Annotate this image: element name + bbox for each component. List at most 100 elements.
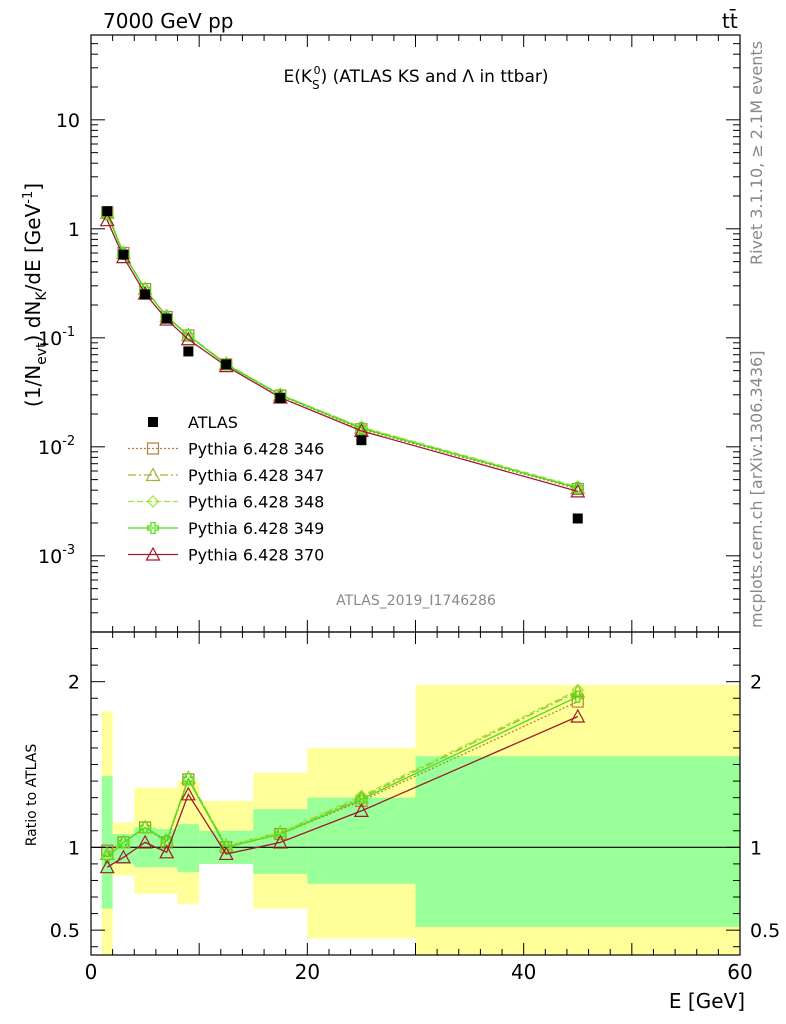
legend-label-3: Pythia 6.428 349 bbox=[188, 519, 324, 538]
stat-uncertainty-band bbox=[307, 797, 416, 884]
ratio-axes bbox=[90, 631, 741, 956]
mcplots-label: mcplots.cern.ch [arXiv:1306.3436] bbox=[747, 351, 766, 628]
y-tick-label: 10-2 bbox=[38, 434, 75, 459]
data-point bbox=[356, 435, 367, 446]
series-line-1 bbox=[106, 212, 578, 489]
ratio-marker-4 bbox=[272, 834, 288, 849]
series-line-0 bbox=[106, 211, 578, 490]
ratio-y-tick-label: 0.5 bbox=[50, 920, 80, 942]
stat-uncertainty-band bbox=[253, 809, 308, 874]
data-point bbox=[140, 289, 151, 300]
legend-label-atlas: ATLAS bbox=[188, 413, 238, 432]
ratio-marker-3 bbox=[117, 836, 130, 849]
title-sub: S bbox=[312, 78, 320, 92]
stat-uncertainty-band bbox=[177, 824, 200, 873]
series-marker-4 bbox=[570, 483, 586, 498]
ratio-marker-3 bbox=[355, 793, 368, 806]
legend-marker-0 bbox=[146, 442, 160, 455]
legend-label-0: Pythia 6.428 346 bbox=[188, 440, 324, 459]
y-tick-base: 10 bbox=[38, 328, 62, 350]
legend-label-4: Pythia 6.428 370 bbox=[188, 546, 324, 565]
ylabel-part-f: -1 bbox=[21, 191, 36, 204]
ratio-marker-4 bbox=[353, 803, 369, 817]
data-point bbox=[118, 249, 129, 260]
legend: ATLAS Pythia 6.428 346 Pythia 6.428 347 Pyt… bbox=[128, 413, 324, 565]
legend-marker-atlas bbox=[148, 417, 158, 427]
series-marker-2 bbox=[571, 480, 585, 494]
series-line-2 bbox=[106, 213, 578, 488]
ratio-marker-4 bbox=[180, 786, 196, 801]
y-tick-exp: -3 bbox=[62, 543, 75, 558]
legend-marker-3 bbox=[146, 521, 160, 535]
ratio-y-tick-label-right: 2 bbox=[750, 672, 762, 694]
analysis-label: ATLAS_2019_I1746286 bbox=[336, 593, 496, 609]
ratio-y-axis-label: Ratio to ATLAS bbox=[24, 744, 40, 847]
series-marker-3 bbox=[571, 481, 584, 494]
ratio-line-3 bbox=[106, 696, 579, 858]
ratio-marker-2 bbox=[571, 683, 585, 697]
ratio-marker-4 bbox=[159, 844, 175, 859]
legend-marker-1 bbox=[145, 467, 161, 482]
ratio-series bbox=[99, 683, 586, 874]
legend-marker-4 bbox=[145, 546, 161, 561]
stat-uncertainty-band bbox=[415, 756, 740, 927]
series-marker-4 bbox=[180, 331, 196, 346]
ratio-bands bbox=[91, 685, 740, 955]
ylabel-part-a: (1/N bbox=[21, 365, 45, 407]
ylabel-part-g: ] bbox=[21, 183, 45, 191]
ratio-marker-2 bbox=[273, 826, 287, 839]
ylabel-part-e: /dE [GeV bbox=[21, 203, 45, 291]
ratio-marker-4 bbox=[218, 846, 234, 861]
data-point bbox=[275, 393, 286, 404]
series-line-4 bbox=[106, 219, 578, 493]
legend-label-2: Pythia 6.428 348 bbox=[188, 493, 324, 512]
ylabel-part-d: K bbox=[34, 291, 50, 301]
ratio-marker-2 bbox=[355, 789, 368, 803]
ratio-marker-2 bbox=[182, 771, 195, 785]
series-marker-2 bbox=[355, 420, 368, 434]
y-tick-label: 10-3 bbox=[38, 543, 75, 568]
ratio-marker-4 bbox=[570, 708, 586, 723]
legend-label-1: Pythia 6.428 347 bbox=[188, 466, 324, 485]
stat-uncertainty-band bbox=[101, 776, 113, 909]
ratio-panel: 0.5 0.51 12 20 20 40 60 Ratio to ATLAS E [GeV] bbox=[24, 631, 780, 1013]
x-tick-label: 20 bbox=[295, 960, 320, 984]
data-point bbox=[102, 206, 113, 217]
ylabel-part-b: evt bbox=[34, 342, 50, 365]
process-label: tt̄ bbox=[722, 8, 738, 33]
y-tick-exp: -1 bbox=[62, 325, 75, 340]
ratio-marker-4 bbox=[115, 849, 131, 864]
data-point bbox=[161, 313, 172, 324]
y-tick-label: 1 bbox=[68, 219, 80, 241]
ratio-marker-3 bbox=[138, 821, 152, 834]
ratio-y-tick-label-right: 1 bbox=[750, 837, 762, 859]
title-sup: 0 bbox=[314, 64, 321, 77]
x-tick-label: 60 bbox=[727, 960, 752, 984]
y-tick-label: 10-1 bbox=[38, 325, 75, 350]
y-tick-base: 10 bbox=[38, 437, 62, 459]
ratio-marker-2 bbox=[219, 839, 233, 853]
y-tick-base: 10 bbox=[38, 546, 62, 568]
data-point bbox=[221, 359, 232, 370]
y-tick-exp: -2 bbox=[62, 434, 75, 449]
title-main: E(K bbox=[283, 67, 312, 87]
rivet-label: Rivet 3.1.10, ≥ 2.1M events bbox=[747, 41, 766, 265]
ratio-y-tick-label: 1 bbox=[68, 837, 80, 859]
energy-label: 7000 GeV pp bbox=[103, 9, 234, 33]
ratio-marker-3 bbox=[101, 851, 114, 864]
ratio-marker-4 bbox=[99, 859, 115, 874]
ratio-y-tick-label: 2 bbox=[68, 672, 80, 694]
data-point bbox=[183, 346, 194, 357]
legend-marker-2 bbox=[146, 495, 160, 508]
y-tick-label: 10 bbox=[56, 110, 80, 132]
ratio-y-tick-label-right: 0.5 bbox=[750, 920, 780, 942]
data-point bbox=[572, 513, 583, 524]
ratio-tick-labels: 0.5 0.51 12 20 20 40 60 bbox=[50, 672, 780, 984]
ratio-marker-3 bbox=[571, 690, 584, 703]
title-rest: ) (ATLAS KS and Λ in ttbar) bbox=[321, 67, 549, 87]
ylabel-part-c: ) dN bbox=[21, 301, 45, 343]
ratio-marker-3 bbox=[182, 773, 195, 786]
